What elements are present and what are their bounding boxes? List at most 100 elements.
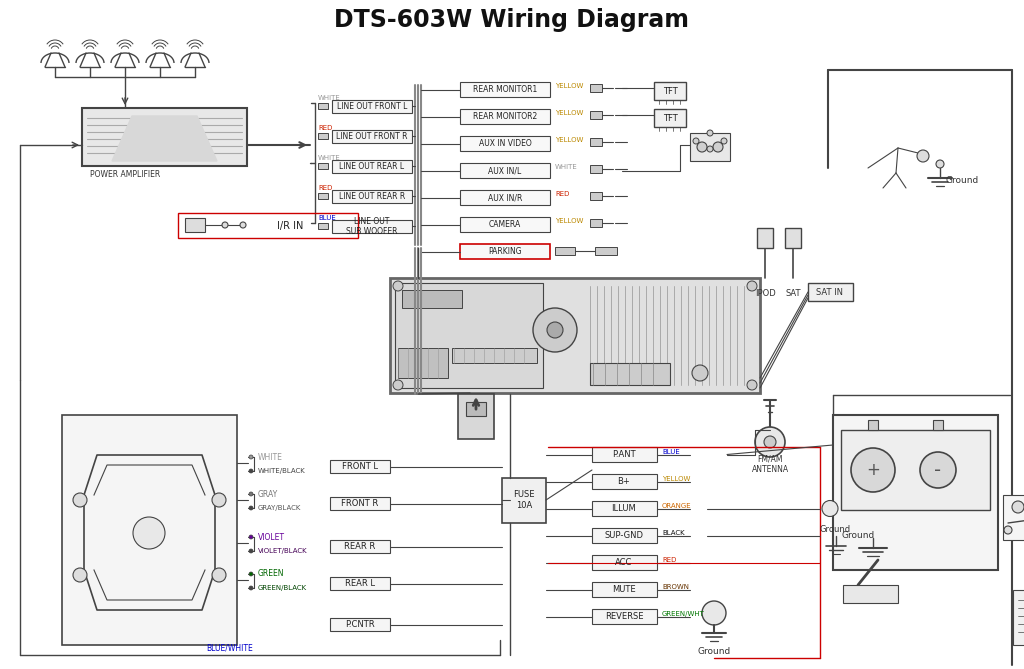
Bar [318,163,328,169]
Circle shape [249,572,253,576]
Bar [390,278,760,393]
Bar [458,394,494,439]
Text: ILLUM: ILLUM [611,504,636,513]
Bar [933,420,943,430]
Text: Ground: Ground [945,175,978,185]
Text: LINE OUT FRONT R: LINE OUT FRONT R [336,132,408,141]
Text: BROWN: BROWN [662,584,689,590]
Bar [654,82,686,100]
Bar [318,193,328,199]
Bar [460,136,550,151]
Text: I/R IN: I/R IN [276,221,303,231]
Circle shape [755,427,785,457]
Circle shape [249,586,253,590]
Text: YELLOW: YELLOW [555,218,584,224]
Circle shape [746,281,757,291]
Text: WHITE: WHITE [555,164,578,170]
Circle shape [249,492,253,496]
Bar [460,244,550,259]
Text: GREEN/BLACK: GREEN/BLACK [258,585,307,591]
Text: GREEN/WHT: GREEN/WHT [662,611,705,617]
Text: Ground: Ground [820,525,851,534]
Bar [460,163,550,178]
Bar [592,582,657,597]
Text: P.CNTR: P.CNTR [345,620,375,629]
Text: REAR R: REAR R [344,542,376,551]
Text: LINE OUT REAR L: LINE OUT REAR L [339,162,404,171]
Text: FUSE
10A: FUSE 10A [513,490,535,510]
Text: CAMERA: CAMERA [488,220,521,229]
Circle shape [693,138,699,144]
Text: SAT IN: SAT IN [816,288,844,296]
Text: REAR L: REAR L [345,579,375,588]
Text: ORANGE: ORANGE [662,503,691,509]
Bar [592,501,657,516]
Text: DTS-603W Wiring Diagram: DTS-603W Wiring Diagram [335,8,689,32]
Circle shape [222,222,228,228]
Circle shape [534,308,577,352]
Polygon shape [112,116,217,161]
Circle shape [73,568,87,582]
Text: YELLOW: YELLOW [555,83,584,89]
Bar [460,190,550,205]
Bar [466,402,486,416]
Circle shape [249,469,253,473]
Text: TFT: TFT [663,86,677,96]
Bar [590,138,602,146]
Text: Ground: Ground [697,646,731,656]
Bar [332,130,412,143]
Bar [330,577,390,590]
Bar [833,415,998,570]
Circle shape [746,380,757,390]
Bar [785,228,801,248]
Circle shape [702,601,726,625]
Bar [395,283,543,388]
Bar [592,528,657,543]
Text: SAT: SAT [785,288,801,298]
Text: RED: RED [318,125,333,131]
Circle shape [249,535,253,539]
Circle shape [240,222,246,228]
Text: LINE OUT
SUB WOOFER: LINE OUT SUB WOOFER [346,217,397,236]
Circle shape [547,322,563,338]
Text: VIOLET/BLACK: VIOLET/BLACK [258,548,307,554]
Bar [332,190,412,203]
Bar [330,497,390,510]
Bar [590,219,602,227]
Bar [590,165,602,173]
Circle shape [918,150,929,162]
Text: RED: RED [318,185,333,191]
Text: YELLOW: YELLOW [555,137,584,143]
Bar [332,100,412,113]
Bar [868,420,878,430]
Circle shape [920,452,956,488]
Circle shape [133,517,165,549]
Circle shape [851,448,895,492]
Text: PARKING: PARKING [488,247,522,256]
Text: VIOLET: VIOLET [258,533,285,541]
Bar [690,133,730,161]
Text: AUX IN/R: AUX IN/R [487,193,522,202]
Bar [460,82,550,97]
Text: ACC: ACC [615,558,633,567]
Text: REAR MONITOR2: REAR MONITOR2 [473,112,538,121]
Circle shape [874,551,886,563]
Bar [808,283,853,301]
Circle shape [713,142,723,152]
Circle shape [822,500,838,516]
Bar [1002,495,1024,540]
Text: BLACK: BLACK [662,530,685,536]
Text: FRONT R: FRONT R [341,499,379,508]
Text: FM/AM
ANTENNA: FM/AM ANTENNA [752,454,788,474]
Text: BLUE: BLUE [318,215,336,221]
Bar [460,109,550,124]
Text: LINE OUT FRONT L: LINE OUT FRONT L [337,102,408,111]
Bar [330,460,390,473]
Bar [330,618,390,631]
Bar [590,363,670,385]
Text: GRAY/BLACK: GRAY/BLACK [258,505,301,511]
Bar [592,609,657,624]
Bar [1013,590,1024,645]
Bar [592,474,657,489]
Text: FRONT L: FRONT L [342,462,378,471]
